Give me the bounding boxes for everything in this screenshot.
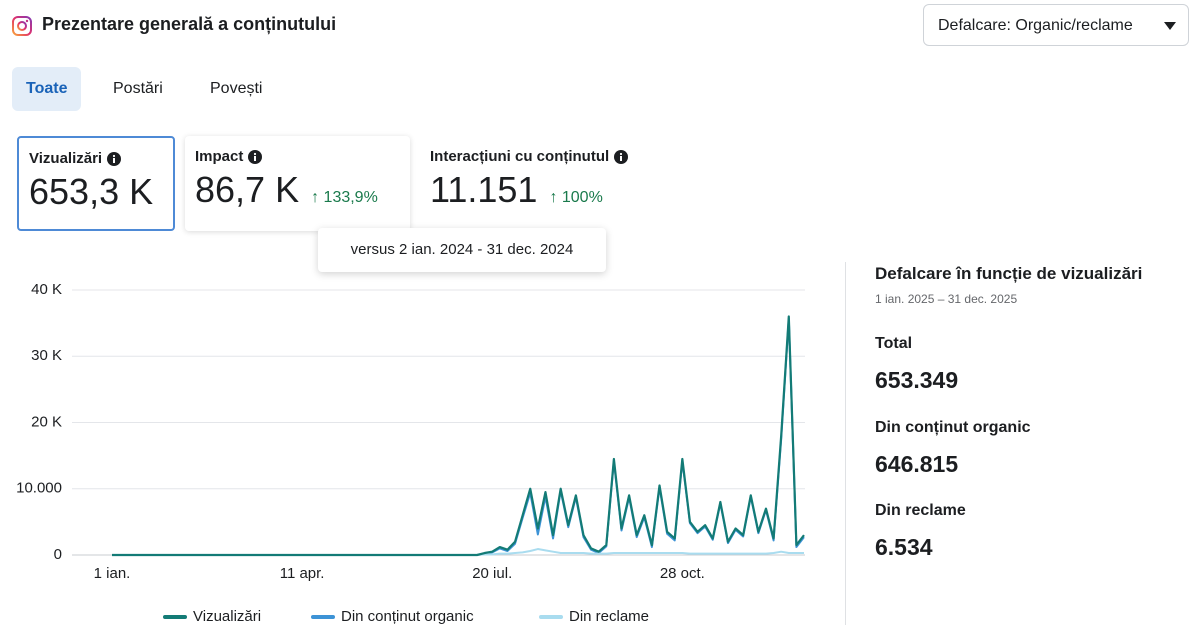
y-tick-label: 40 K xyxy=(31,281,62,298)
breakdown-label: Din conținut organic xyxy=(875,419,1031,436)
tab[interactable]: Toate xyxy=(12,67,82,111)
metric-value: 86,7 K xyxy=(195,169,300,210)
breakdown-title: Defalcare în funcție de vizualizări xyxy=(875,264,1143,283)
instagram-icon xyxy=(12,16,32,36)
x-tick-label: 1 ian. xyxy=(94,565,131,582)
metric-label: Impact xyxy=(195,148,244,165)
dropdown-arrow[interactable] xyxy=(1164,22,1176,30)
tab[interactable]: Postări xyxy=(113,80,163,97)
metric-value: 11.151 xyxy=(430,169,538,210)
info-icon[interactable] xyxy=(107,151,122,166)
info-icon[interactable] xyxy=(614,149,629,164)
info-icon[interactable] xyxy=(248,149,263,164)
breakdown-value: 646.815 xyxy=(875,451,959,477)
divider xyxy=(845,262,846,625)
metric-change: ↑ 100% xyxy=(549,189,603,206)
tooltip: versus 2 ian. 2024 - 31 dec. 2024 xyxy=(318,228,606,272)
y-tick-label: 20 K xyxy=(31,413,62,430)
y-tick-label: 0 xyxy=(54,546,62,563)
metric-change: ↑ 133,9% xyxy=(311,189,378,206)
y-tick-label: 30 K xyxy=(31,347,62,364)
legend-label: Din reclame xyxy=(569,608,649,625)
breakdown-dropdown[interactable]: Defalcare: Organic/reclame xyxy=(923,4,1189,46)
chart: 0 10.000 20 K 30 K 40 K 1 ian. 11 apr. 20 iul. 2… xyxy=(16,281,805,625)
breakdown-value: 6.534 xyxy=(875,534,933,560)
page-title: Prezentare generală a conținutului xyxy=(42,14,337,34)
metric-label: Interacțiuni cu conținutul xyxy=(430,148,610,165)
metric-label: Vizualizări xyxy=(29,150,103,167)
line-series xyxy=(112,315,805,557)
tab[interactable]: Povești xyxy=(210,80,263,97)
breakdown-label: Din reclame xyxy=(875,502,966,519)
metric-card[interactable]: Impact 86,7 K ↑ 133,9% xyxy=(185,136,410,231)
breakdown-date: 1 ian. 2025 – 31 dec. 2025 xyxy=(875,292,1018,306)
metric-value: 653,3 K xyxy=(29,171,154,212)
breakdown-value: 653.349 xyxy=(875,367,959,393)
line-series xyxy=(112,317,805,556)
y-tick-label: 10.000 xyxy=(16,480,62,497)
x-tick-label: 20 iul. xyxy=(472,565,512,582)
legend-label: Din conținut organic xyxy=(341,608,474,625)
dropdown-label[interactable]: Defalcare: Organic/reclame xyxy=(938,17,1133,34)
x-tick-label: 11 apr. xyxy=(280,565,325,582)
breakdown-label: Total xyxy=(875,335,913,352)
x-tick-label: 28 oct. xyxy=(660,565,705,582)
metric-card[interactable]: Interacțiuni cu conținutul 11.151 ↑ 100% xyxy=(420,136,680,231)
legend-label: Vizualizări xyxy=(193,608,261,625)
metric-card[interactable]: Vizualizări 653,3 K xyxy=(17,136,175,231)
